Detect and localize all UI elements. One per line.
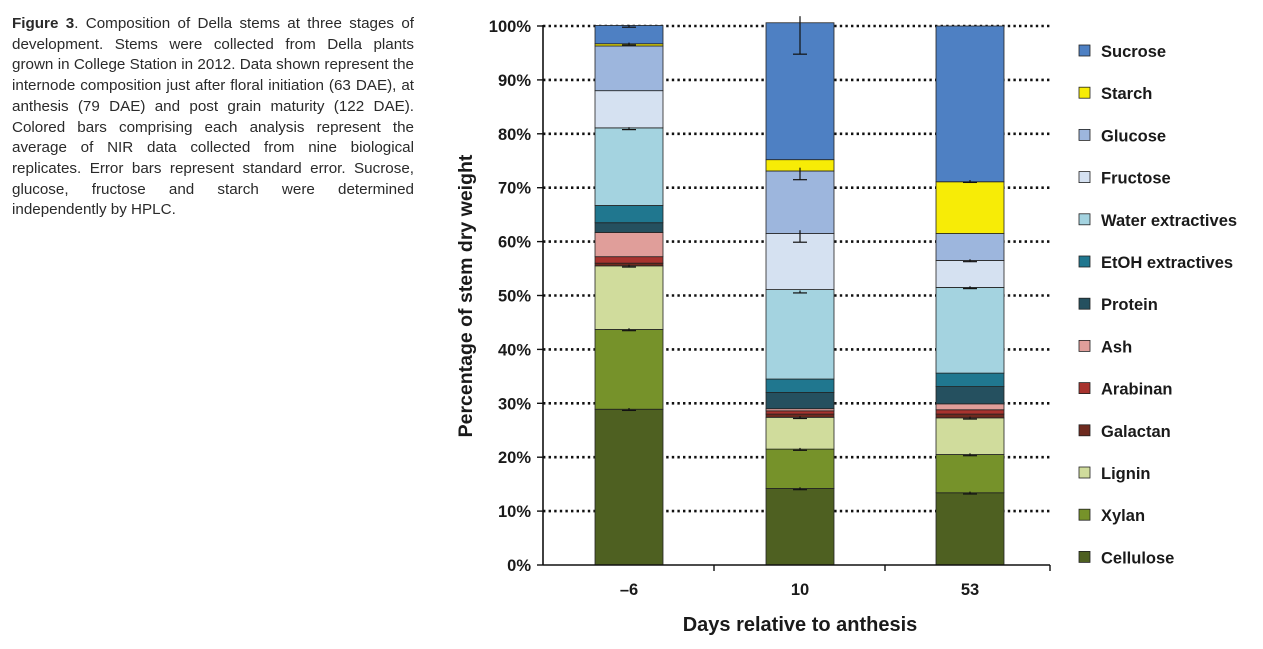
x-tick-label: 10 [791,581,809,599]
legend-swatch [1078,508,1091,521]
legend-label: Cellulose [1101,549,1174,567]
legend-label: Protein [1101,296,1158,314]
y-tick-label: 90% [498,72,531,90]
bar-segment-glucose [935,233,1005,261]
bar-segment-protein [765,392,835,410]
figure-caption: Figure 3. Composition of Della stems at … [12,14,414,221]
y-tick-label: 80% [498,126,531,144]
bar-segment-protein [594,222,664,233]
legend-label: Water extractives [1101,212,1237,230]
axes [537,25,1051,571]
y-tick-label: 20% [498,449,531,467]
bar-segment-cellulose [765,488,835,566]
bar-segment-arabinan [765,410,835,415]
bar-segment-protein [935,386,1005,405]
x-tick-label: 53 [961,581,979,599]
y-axis-label: Percentage of stem dry weight [455,154,477,437]
legend-label: Arabinan [1101,381,1173,399]
legend: Sucrose Starch Glucose Fructose Water extrac… [1078,43,1237,567]
legend-swatch [1078,171,1091,184]
bar-segment-arabinan [594,256,664,264]
bar-segment-lignin [594,265,664,330]
x-tick-labels: –6 10 53 [620,581,979,599]
bar-segment-fructose [765,233,835,290]
legend-swatch [1078,424,1091,437]
y-tick-label: 70% [498,180,531,198]
bar-segment-cellulose [935,492,1005,566]
bar-segment-xylan [765,448,835,489]
legend-label: EtOH extractives [1101,254,1233,272]
legend-label: Xylan [1101,507,1145,525]
legend-swatch [1078,213,1091,226]
bar-segment-ash [594,232,664,258]
x-axis-label: Days relative to anthesis [683,614,918,636]
legend-label: Fructose [1101,170,1171,188]
legend-swatch [1078,551,1091,563]
bar-segment-fructose [935,260,1005,288]
legend-swatch [1078,466,1091,479]
bar-segment-glucose [765,170,835,234]
legend-label: Galactan [1101,423,1171,441]
bars [594,16,1005,566]
bar-segment-xylan [935,454,1005,494]
legend-swatch [1078,339,1091,352]
legend-label: Ash [1101,338,1132,356]
legend-label: Lignin [1101,465,1150,483]
figure-label: Figure 3 [12,15,75,32]
bar-segment-water-extractives [935,287,1005,374]
y-tick-labels: 0% 10% 20% 30% 40% 50% 60% 70% 80% 90% 100% [489,18,532,575]
bar-segment-ash [935,403,1005,411]
y-tick-label: 50% [498,288,531,306]
legend-swatch [1078,297,1091,310]
y-tick-label: 100% [489,18,532,36]
legend-label: Sucrose [1101,43,1166,61]
legend-swatch [1078,44,1091,57]
bar-segment-starch [935,181,1005,234]
bar-segment-lignin [765,416,835,450]
bar-segment-fructose [594,90,664,129]
bar-segment-etoh-extractives [594,205,664,224]
bar-segment-xylan [594,329,664,410]
y-tick-label: 40% [498,341,531,359]
bar-segment-lignin [935,417,1005,455]
legend-swatch [1078,382,1091,395]
bar-segment-water-extractives [594,127,664,206]
legend-swatch [1078,255,1091,268]
figure-caption-text: . Composition of Della stems at three st… [12,15,414,219]
bar-segment-sucrose [935,25,1005,183]
bar-segment-glucose [594,45,664,92]
bar-segment-water-extractives [765,289,835,380]
legend-label: Glucose [1101,127,1166,145]
legend-label: Starch [1101,85,1152,103]
bar-segment-sucrose [594,25,664,45]
bar-segment-cellulose [594,408,664,566]
y-tick-label: 0% [507,557,531,575]
bar-segment-arabinan [935,409,1005,415]
bar-segment-etoh-extractives [935,372,1005,387]
y-tick-label: 10% [498,503,531,521]
legend-swatch [1078,128,1091,141]
x-tick-label: –6 [620,581,638,599]
y-tick-label: 60% [498,234,531,252]
y-tick-label: 30% [498,395,531,413]
legend-swatch [1078,86,1091,99]
bar-segment-etoh-extractives [765,378,835,393]
